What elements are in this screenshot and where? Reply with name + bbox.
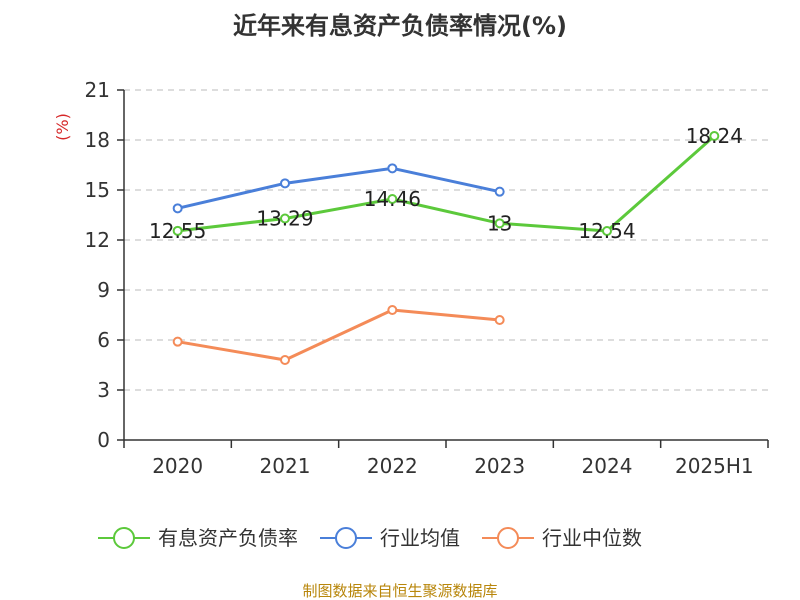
y-tick-label: 6: [97, 328, 110, 352]
data-label: 18.24: [686, 124, 743, 148]
y-tick-label: 21: [85, 78, 110, 102]
legend-label: 行业中位数: [542, 526, 642, 550]
series-point-2: [172, 336, 183, 347]
series-line-1: [177, 166, 500, 210]
axes: 0 3 6 9 12 15 18 21 2020 2021 2022 2023 2024 2025H1: [85, 78, 769, 478]
x-tick-label: 2024: [582, 454, 633, 478]
source-note: 制图数据来自恒生聚源数据库: [302, 582, 497, 600]
y-tick-label: 18: [85, 128, 110, 152]
legend[interactable]: 有息资产负债率 行业均值 行业中位数: [98, 526, 642, 550]
x-tick-label: 2022: [367, 454, 418, 478]
series-line-2: [177, 308, 500, 362]
series-point-0: [172, 225, 183, 236]
y-tick-label: 3: [97, 378, 110, 402]
series-point-0: [387, 194, 398, 204]
series-point-0: [602, 226, 612, 236]
x-tick-label: 2020: [152, 454, 203, 478]
legend-item-1[interactable]: 行业均值: [320, 526, 460, 550]
series-line-0: [177, 134, 716, 233]
data-label: 13: [487, 211, 512, 235]
series-point-1: [494, 186, 505, 197]
series-point-0: [494, 218, 505, 229]
x-tick-label: 2023: [474, 454, 525, 478]
data-label: 12.55: [149, 219, 206, 243]
series-point-2: [494, 315, 505, 325]
series-point-2: [280, 355, 290, 365]
legend-item-2[interactable]: 行业中位数: [482, 526, 642, 550]
series-point-1: [387, 163, 398, 174]
x-tick-label: 2021: [260, 454, 311, 478]
data-label: 12.54: [578, 219, 635, 243]
x-tick-label: 2025H1: [675, 454, 754, 478]
legend-marker-icon: [335, 527, 357, 549]
y-tick-label: 0: [97, 428, 110, 452]
legend-label: 有息资产负债率: [158, 526, 298, 550]
y-tick-label: 12: [85, 228, 110, 252]
chart-title: 近年来有息资产负债率情况(%): [233, 12, 567, 40]
series-point-0: [280, 213, 290, 224]
legend-item-0[interactable]: 有息资产负债率: [98, 526, 298, 550]
y-tick-label: 15: [85, 178, 110, 202]
legend-label: 行业均值: [380, 526, 460, 550]
gridlines: [124, 89, 768, 391]
legend-marker-icon: [113, 527, 135, 549]
y-tick-label: 9: [97, 278, 110, 302]
legend-marker-icon: [497, 527, 519, 549]
series-point-0: [709, 131, 720, 141]
data-labels: 12.55 13.29 14.46 13 12.54 18.24: [149, 124, 743, 243]
series-point-2: [387, 305, 398, 315]
series-point-1: [172, 203, 183, 214]
data-label: 13.29: [256, 207, 313, 231]
series-group: [172, 131, 720, 365]
y-axis-unit: (%): [53, 113, 72, 141]
series-point-1: [280, 178, 290, 189]
data-label: 14.46: [364, 187, 421, 211]
